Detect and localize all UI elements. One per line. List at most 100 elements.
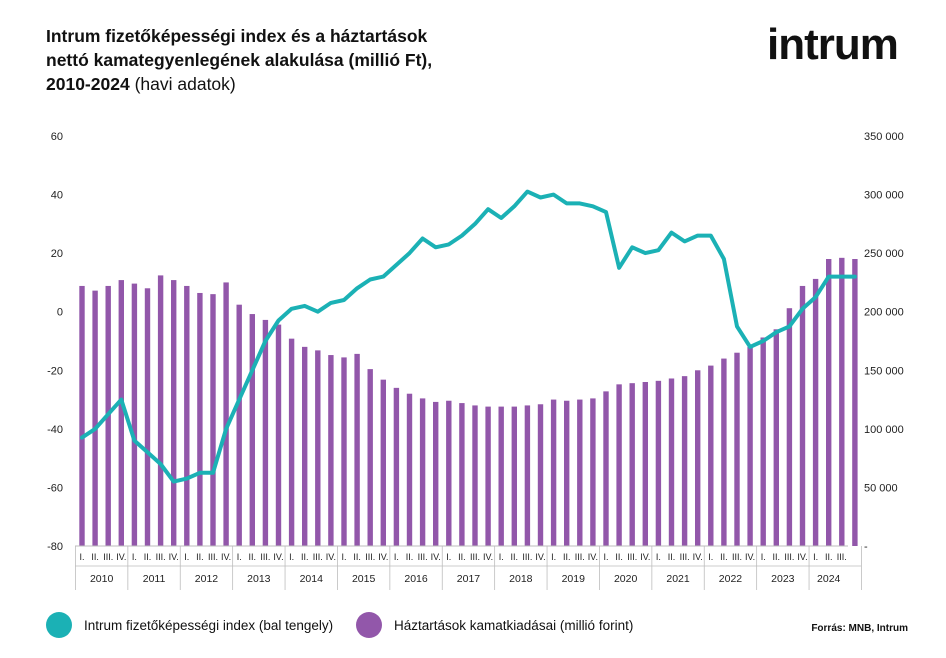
bar xyxy=(144,288,151,546)
quarter-tick-label: II. xyxy=(249,552,257,562)
quarter-tick-label: II. xyxy=(458,552,466,562)
bar xyxy=(459,403,465,546)
bar xyxy=(171,280,177,546)
bar xyxy=(852,259,858,546)
left-axis-tick-label: 20 xyxy=(51,248,63,260)
quarter-tick-label: IV. xyxy=(483,552,493,562)
quarter-tick-label: III. xyxy=(784,552,794,562)
year-label: 2015 xyxy=(352,573,376,585)
quarter-tick-label: IV. xyxy=(797,552,807,562)
bar xyxy=(655,380,662,546)
quarter-tick-label: IV. xyxy=(640,552,650,562)
quarter-tick-label: I. xyxy=(446,552,451,562)
bar xyxy=(288,338,295,546)
right-axis-tick-label: 100 000 xyxy=(864,424,904,436)
bar xyxy=(760,337,766,546)
quarter-tick-label: IV. xyxy=(588,552,598,562)
quarter-tick-label: I. xyxy=(394,552,399,562)
left-axis-tick-label: -40 xyxy=(47,424,63,436)
bar xyxy=(275,324,282,546)
quarter-tick-label: III. xyxy=(365,552,375,562)
quarter-tick-label: I. xyxy=(184,552,189,562)
bar xyxy=(826,259,832,546)
bar xyxy=(590,398,596,546)
bar xyxy=(367,369,373,546)
year-label: 2014 xyxy=(300,573,324,585)
quarter-tick-label: II. xyxy=(144,552,152,562)
year-label: 2020 xyxy=(614,573,638,585)
bar xyxy=(341,357,347,546)
right-axis-tick-label: 300 000 xyxy=(864,190,904,202)
right-axis-tick-label: 250 000 xyxy=(864,248,904,260)
left-axis-tick-label: 60 xyxy=(51,131,63,143)
year-label: 2024 xyxy=(817,573,841,585)
bar xyxy=(157,275,164,546)
bar xyxy=(184,285,190,546)
bar xyxy=(210,294,216,546)
legend-line-label: Intrum fizetőképességi index (bal tengel… xyxy=(84,617,334,633)
bar xyxy=(550,399,557,546)
chart-svg: 60 40 20 0 -20 -40 -60 -80 350 000 300 000 250 000… xyxy=(47,131,904,590)
bar xyxy=(577,399,583,546)
quarter-tick-label: IV. xyxy=(221,552,231,562)
year-label: 2017 xyxy=(457,573,481,585)
bar xyxy=(524,405,531,546)
quarter-tick-label: I. xyxy=(237,552,242,562)
quarter-tick-label: III. xyxy=(837,552,847,562)
title-line-2: nettó kamategyenlegének alakulása (milli… xyxy=(46,50,433,70)
left-axis-tick-label: 0 xyxy=(57,307,63,319)
bar xyxy=(773,329,779,546)
bar xyxy=(419,398,426,546)
bar xyxy=(393,387,400,546)
quarter-tick-label: I. xyxy=(708,552,713,562)
quarter-tick-label: III. xyxy=(680,552,690,562)
bar xyxy=(472,405,478,546)
bar xyxy=(603,391,609,546)
left-axis-tick-label: -20 xyxy=(47,365,63,377)
quarter-tick-label: III. xyxy=(208,552,218,562)
quarter-tick-label: IV. xyxy=(693,552,703,562)
title-subtitle: (havi adatok) xyxy=(134,74,236,94)
quarter-tick-label: III. xyxy=(103,552,113,562)
quarter-tick-label: III. xyxy=(418,552,428,562)
title-line-3: 2010-2024 (havi adatok) xyxy=(46,72,566,96)
bar xyxy=(354,353,360,546)
quarter-tick-label: II. xyxy=(720,552,728,562)
quarter-tick-label: IV. xyxy=(169,552,179,562)
bar xyxy=(328,355,334,546)
quarter-tick-label: II. xyxy=(406,552,414,562)
quarter-tick-label: I. xyxy=(79,552,84,562)
quarter-tick-label: II. xyxy=(563,552,571,562)
bar xyxy=(511,406,517,546)
bar xyxy=(380,379,386,546)
quarter-tick-label: III. xyxy=(470,552,480,562)
quarter-tick-label: IV. xyxy=(745,552,755,562)
quarter-tick-label: II. xyxy=(511,552,519,562)
year-label: 2012 xyxy=(195,573,219,585)
right-axis-tick-label: 150 000 xyxy=(864,365,904,377)
left-axis-tick-label: -60 xyxy=(47,482,63,494)
quarter-tick-label: II. xyxy=(353,552,361,562)
bar xyxy=(629,383,635,546)
bar xyxy=(223,282,229,546)
bar xyxy=(446,400,452,546)
bar xyxy=(131,283,138,546)
year-label: 2016 xyxy=(404,573,428,585)
year-label: 2022 xyxy=(719,573,743,585)
quarter-tick-label: I. xyxy=(341,552,346,562)
quarter-tick-label: IV. xyxy=(535,552,545,562)
legend-bar: Háztartások kamatkiadásai (millió forint… xyxy=(356,612,633,638)
quarter-tick-label: II. xyxy=(196,552,204,562)
legend-line: Intrum fizetőképességi index (bal tengel… xyxy=(46,612,333,638)
chart-title: Intrum fizetőképességi index és a háztar… xyxy=(46,24,566,96)
quarter-tick-label: IV. xyxy=(431,552,441,562)
index-line xyxy=(80,189,857,484)
legend-line-swatch-icon xyxy=(46,612,72,638)
bar xyxy=(839,257,845,546)
quarter-tick-label: II. xyxy=(615,552,623,562)
quarter-tick-label: III. xyxy=(522,552,532,562)
bar xyxy=(734,352,740,546)
bar xyxy=(747,346,753,546)
quarter-tick-label: II. xyxy=(301,552,309,562)
right-axis-tick-label: - xyxy=(864,541,868,553)
